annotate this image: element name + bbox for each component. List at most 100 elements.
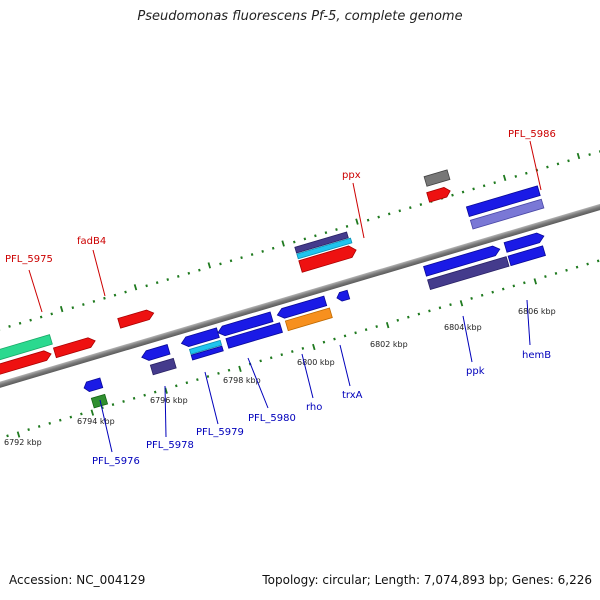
minor-tick bbox=[259, 359, 262, 363]
gene-feature[interactable] bbox=[149, 357, 177, 376]
gene-label-rho[interactable]: rho bbox=[306, 402, 322, 413]
gene-feature-trxA[interactable] bbox=[336, 289, 351, 302]
major-tick bbox=[576, 152, 581, 160]
gene-feature[interactable] bbox=[52, 336, 96, 359]
minor-tick bbox=[556, 162, 560, 166]
minor-tick bbox=[366, 218, 370, 222]
minor-tick bbox=[480, 293, 484, 297]
gene-label-trxA[interactable]: trxA bbox=[342, 390, 363, 401]
gene-feature-hemB[interactable] bbox=[507, 245, 546, 267]
kbp-label: 6796 kbp bbox=[150, 396, 188, 405]
major-tick bbox=[59, 305, 64, 313]
gene-feature[interactable] bbox=[469, 198, 545, 230]
minor-tick bbox=[6, 434, 9, 438]
minor-tick bbox=[293, 240, 296, 244]
minor-tick bbox=[291, 350, 294, 353]
gene-feature-PFL_5976[interactable] bbox=[83, 377, 104, 393]
kbp-label: 6792 kbp bbox=[4, 438, 42, 447]
minor-tick bbox=[240, 256, 243, 260]
minor-tick bbox=[588, 153, 591, 156]
gene-feature-PFL_5978[interactable] bbox=[140, 344, 171, 363]
gene-feature[interactable] bbox=[90, 393, 109, 409]
gene-feature[interactable] bbox=[216, 311, 274, 337]
minor-tick bbox=[124, 290, 127, 294]
minor-tick bbox=[153, 390, 157, 394]
major-tick bbox=[207, 262, 212, 269]
kbp-label: 6794 kbp bbox=[77, 417, 115, 426]
minor-tick bbox=[514, 174, 518, 178]
gene-label-hemB[interactable]: hemB bbox=[522, 350, 551, 361]
minor-tick bbox=[482, 184, 486, 188]
leader-line bbox=[462, 315, 473, 363]
gene-feature-fadB4[interactable] bbox=[117, 308, 155, 329]
gene-feature[interactable] bbox=[503, 231, 545, 253]
minor-tick bbox=[27, 428, 30, 432]
gene-feature[interactable] bbox=[188, 339, 223, 355]
minor-tick bbox=[261, 249, 264, 253]
gene-label-PFL_5975[interactable]: PFL_5975 bbox=[5, 254, 53, 265]
major-tick bbox=[90, 409, 95, 416]
gene-label-PFL_5986[interactable]: PFL_5986 bbox=[508, 129, 556, 140]
minor-tick bbox=[217, 371, 220, 375]
minor-tick bbox=[409, 206, 412, 210]
minor-tick bbox=[375, 325, 378, 328]
map-title: Pseudomonas fluorescens Pf-5, complete g… bbox=[137, 9, 463, 24]
kbp-label: 6806 kbp bbox=[518, 307, 556, 316]
gene-label-PFL_5979[interactable]: PFL_5979 bbox=[196, 427, 244, 438]
minor-tick bbox=[428, 309, 431, 313]
gene-feature-PFL_5986[interactable] bbox=[423, 169, 451, 187]
gene-feature-PFL_5979[interactable] bbox=[180, 327, 220, 348]
minor-tick bbox=[491, 290, 495, 294]
gene-feature[interactable] bbox=[190, 345, 224, 361]
minor-tick bbox=[343, 334, 347, 338]
kbp-label: 6798 kbp bbox=[223, 376, 261, 385]
major-tick bbox=[133, 284, 138, 291]
accession-text: Accession: NC_004129 bbox=[9, 573, 146, 587]
gene-feature[interactable] bbox=[0, 349, 52, 384]
leader-line bbox=[352, 182, 365, 239]
minor-tick bbox=[544, 275, 547, 278]
minor-tick bbox=[280, 353, 284, 357]
major-tick bbox=[502, 174, 507, 181]
gene-feature[interactable] bbox=[294, 231, 349, 254]
lower-tick-line bbox=[6, 259, 600, 438]
gene-label-ppk[interactable]: ppk bbox=[466, 366, 485, 377]
minor-tick bbox=[196, 378, 199, 382]
gene-label-ppx[interactable]: ppx bbox=[342, 170, 361, 181]
gene-feature[interactable] bbox=[465, 185, 541, 217]
gene-feature[interactable] bbox=[276, 295, 328, 320]
gene-feature-rho[interactable] bbox=[284, 307, 333, 332]
minor-tick bbox=[219, 262, 222, 266]
minor-tick bbox=[58, 418, 62, 422]
gene-feature[interactable] bbox=[296, 237, 353, 260]
gene-label-PFL_5980[interactable]: PFL_5980 bbox=[248, 413, 296, 424]
minor-tick bbox=[377, 215, 380, 219]
gene-feature-green[interactable] bbox=[0, 334, 53, 371]
major-tick bbox=[238, 365, 242, 373]
major-tick bbox=[281, 240, 285, 247]
gene-label-PFL_5978[interactable]: PFL_5978 bbox=[146, 440, 194, 451]
gene-feature-ppx[interactable] bbox=[298, 244, 358, 273]
minor-tick bbox=[512, 284, 516, 288]
minor-tick bbox=[345, 224, 349, 228]
forward-genes bbox=[0, 169, 545, 384]
gene-feature-PFL_5980[interactable] bbox=[225, 322, 283, 349]
minor-tick bbox=[554, 271, 558, 275]
minor-tick bbox=[333, 337, 336, 341]
major-tick bbox=[459, 300, 464, 307]
gene-feature[interactable] bbox=[423, 244, 502, 277]
gene-feature-ppk[interactable] bbox=[427, 256, 510, 291]
minor-tick bbox=[187, 271, 191, 275]
minor-tick bbox=[132, 396, 136, 400]
gene-label-fadB4[interactable]: fadB4 bbox=[77, 236, 106, 247]
gene-label-PFL_5976[interactable]: PFL_5976 bbox=[92, 456, 140, 467]
leader-line bbox=[164, 385, 167, 438]
minor-tick bbox=[407, 315, 410, 319]
gene-feature[interactable] bbox=[426, 186, 452, 203]
leader-line bbox=[28, 269, 43, 313]
minor-tick bbox=[387, 212, 391, 216]
leader-line bbox=[92, 249, 106, 297]
minor-tick bbox=[493, 181, 496, 185]
minor-tick bbox=[586, 262, 589, 266]
